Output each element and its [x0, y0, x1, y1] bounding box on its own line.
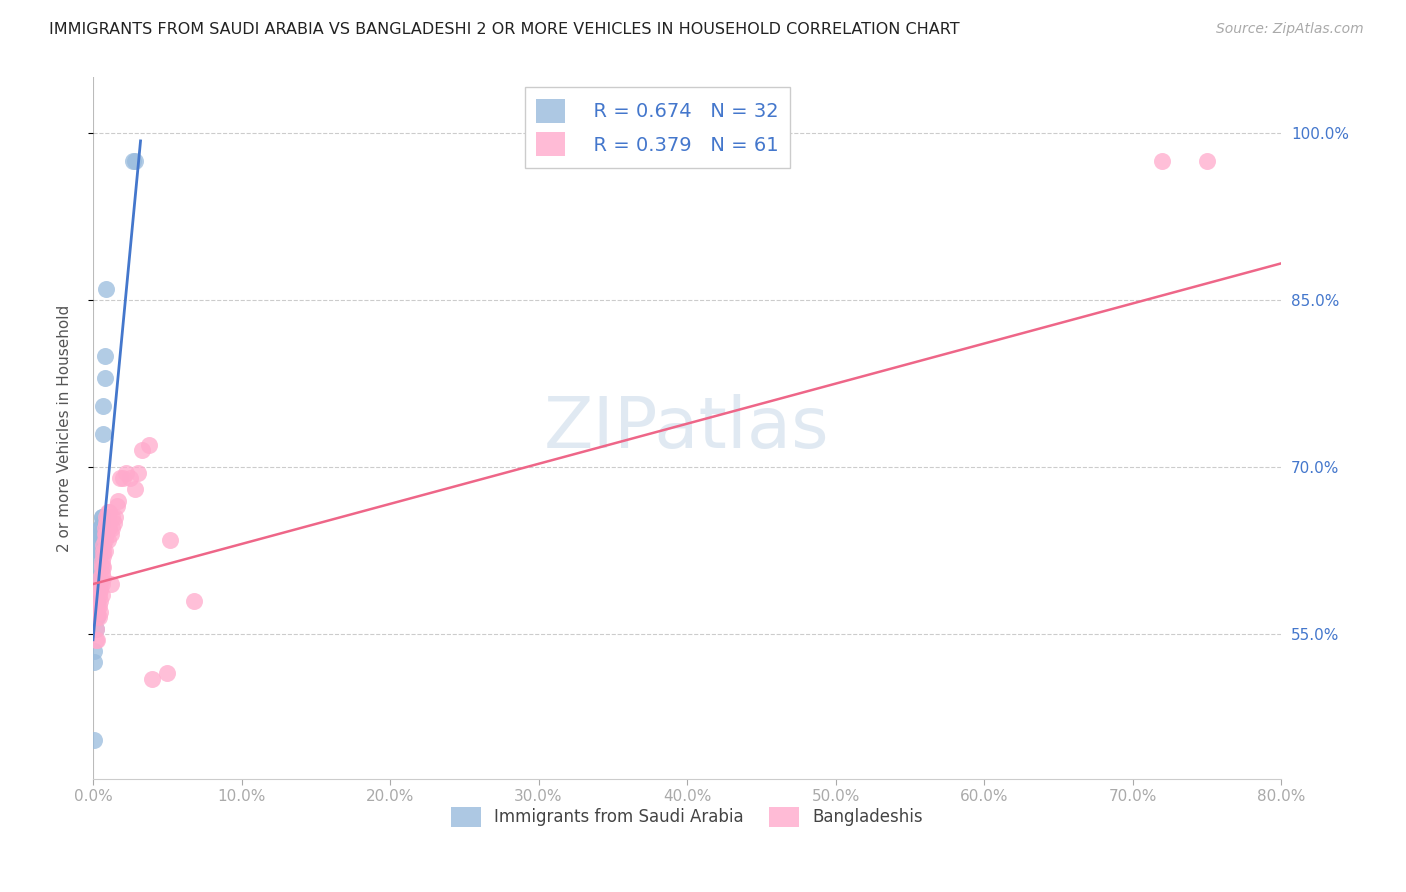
Point — [86, 582, 108, 597]
Point — [90, 588, 112, 602]
Point — [87, 543, 110, 558]
Point — [87, 549, 110, 564]
Point — [86, 572, 108, 586]
Point — [93, 426, 115, 441]
Point — [90, 555, 112, 569]
Point — [87, 582, 110, 597]
Point — [84, 594, 107, 608]
Point — [96, 282, 118, 296]
Point — [105, 499, 128, 513]
Text: ZIPatlas: ZIPatlas — [544, 393, 830, 463]
Point — [94, 521, 117, 535]
Y-axis label: 2 or more Vehicles in Household: 2 or more Vehicles in Household — [58, 304, 72, 552]
Point — [89, 594, 111, 608]
Point — [89, 582, 111, 597]
Point — [86, 610, 108, 624]
Point — [86, 560, 108, 574]
Point — [98, 521, 121, 535]
Point — [89, 521, 111, 535]
Point — [97, 505, 120, 519]
Point — [84, 622, 107, 636]
Point — [124, 153, 146, 168]
Point — [90, 510, 112, 524]
Point — [120, 471, 142, 485]
Point — [93, 538, 115, 552]
Point — [93, 399, 115, 413]
Point — [100, 527, 122, 541]
Point — [101, 510, 124, 524]
Point — [93, 560, 115, 574]
Point — [156, 666, 179, 681]
Point — [94, 371, 117, 385]
Point — [89, 521, 111, 535]
Point — [84, 610, 107, 624]
Point — [183, 594, 205, 608]
Point — [108, 471, 131, 485]
Point — [114, 466, 136, 480]
Point — [1152, 153, 1174, 168]
Point — [103, 516, 125, 530]
Legend: Immigrants from Saudi Arabia, Bangladeshis: Immigrants from Saudi Arabia, Bangladesh… — [444, 800, 929, 834]
Point — [90, 510, 112, 524]
Point — [86, 594, 108, 608]
Point — [138, 438, 160, 452]
Point — [87, 588, 110, 602]
Point — [94, 527, 117, 541]
Point — [87, 538, 110, 552]
Point — [89, 533, 111, 547]
Point — [94, 543, 117, 558]
Point — [101, 521, 124, 535]
Point — [89, 527, 111, 541]
Point — [94, 533, 117, 547]
Point — [93, 572, 115, 586]
Point — [100, 577, 122, 591]
Point — [122, 153, 145, 168]
Point — [84, 610, 107, 624]
Point — [90, 566, 112, 580]
Point — [86, 610, 108, 624]
Point — [131, 443, 153, 458]
Point — [96, 516, 118, 530]
Point — [98, 505, 121, 519]
Point — [87, 543, 110, 558]
Point — [94, 349, 117, 363]
Point — [83, 733, 105, 747]
Point — [86, 605, 108, 619]
Point — [90, 560, 112, 574]
Point — [159, 533, 181, 547]
Point — [124, 483, 146, 497]
Point — [87, 533, 110, 547]
Point — [83, 655, 105, 669]
Point — [90, 527, 112, 541]
Point — [1195, 153, 1218, 168]
Point — [93, 543, 115, 558]
Point — [86, 632, 108, 647]
Point — [87, 610, 110, 624]
Point — [84, 632, 107, 647]
Point — [90, 516, 112, 530]
Point — [83, 605, 105, 619]
Point — [89, 572, 111, 586]
Point — [90, 577, 112, 591]
Text: IMMIGRANTS FROM SAUDI ARABIA VS BANGLADESHI 2 OR MORE VEHICLES IN HOUSEHOLD CORR: IMMIGRANTS FROM SAUDI ARABIA VS BANGLADE… — [49, 22, 960, 37]
Point — [96, 510, 118, 524]
Point — [111, 471, 134, 485]
Point — [93, 549, 115, 564]
Point — [84, 622, 107, 636]
Text: Source: ZipAtlas.com: Source: ZipAtlas.com — [1216, 22, 1364, 37]
Point — [127, 466, 149, 480]
Point — [96, 527, 118, 541]
Point — [104, 510, 127, 524]
Point — [83, 644, 105, 658]
Point — [89, 605, 111, 619]
Point — [97, 521, 120, 535]
Point — [141, 672, 163, 686]
Point — [97, 533, 120, 547]
Point — [107, 493, 129, 508]
Point — [97, 510, 120, 524]
Point — [87, 599, 110, 614]
Point — [89, 577, 111, 591]
Point — [86, 599, 108, 614]
